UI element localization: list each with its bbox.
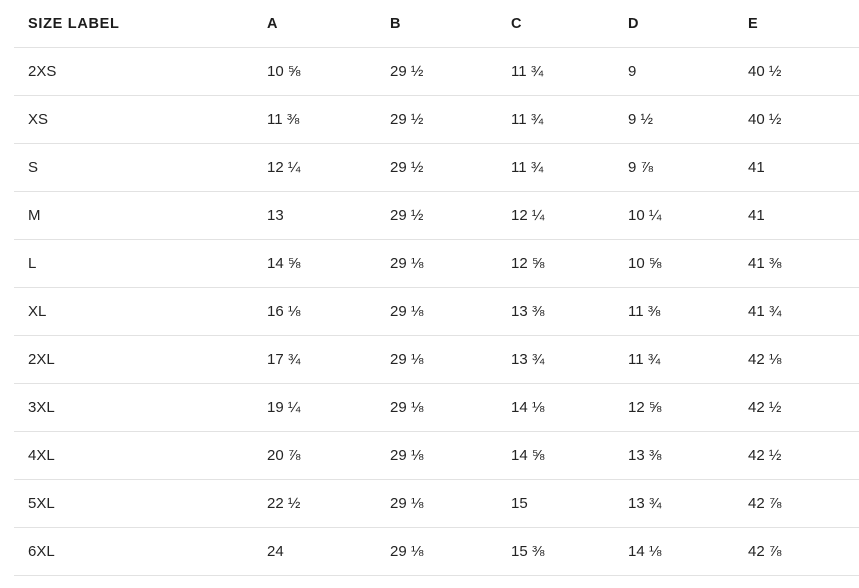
col-a-cell: 14 ⅝ (253, 239, 376, 288)
size-label-cell: XL (14, 287, 253, 336)
col-c-cell: 13 ⅜ (497, 287, 614, 336)
size-chart-header: SIZE LABEL A B C D E (14, 0, 859, 48)
col-d-cell: 14 ⅛ (614, 527, 734, 576)
size-label-cell: XS (14, 95, 253, 144)
col-a-cell: 17 ¾ (253, 335, 376, 384)
col-c-cell: 12 ¼ (497, 191, 614, 240)
col-c-cell: 11 ¾ (497, 47, 614, 96)
col-c-cell: 14 ⅝ (497, 431, 614, 480)
table-row: 2XS 10 ⅝ 29 ½ 11 ¾ 9 40 ½ (14, 47, 859, 96)
column-header-e: E (734, 0, 859, 48)
table-row: 5XL 22 ½ 29 ⅛ 15 13 ¾ 42 ⅞ (14, 479, 859, 528)
col-a-cell: 20 ⅞ (253, 431, 376, 480)
table-row: 2XL 17 ¾ 29 ⅛ 13 ¾ 11 ¾ 42 ⅛ (14, 335, 859, 384)
col-a-cell: 10 ⅝ (253, 47, 376, 96)
col-d-cell: 9 ½ (614, 95, 734, 144)
col-d-cell: 13 ¾ (614, 479, 734, 528)
col-b-cell: 29 ½ (376, 95, 497, 144)
col-c-cell: 15 ⅜ (497, 527, 614, 576)
col-d-cell: 10 ¼ (614, 191, 734, 240)
column-header-b: B (376, 0, 497, 48)
size-label-cell: L (14, 239, 253, 288)
size-chart-table: SIZE LABEL A B C D E 2XS 10 ⅝ 29 ½ 11 ¾ … (14, 0, 859, 576)
col-b-cell: 29 ½ (376, 143, 497, 192)
col-e-cell: 42 ⅞ (734, 527, 859, 576)
col-b-cell: 29 ⅛ (376, 479, 497, 528)
size-label-cell: 6XL (14, 527, 253, 576)
col-d-cell: 10 ⅝ (614, 239, 734, 288)
col-d-cell: 13 ⅜ (614, 431, 734, 480)
col-c-cell: 11 ¾ (497, 95, 614, 144)
col-a-cell: 12 ¼ (253, 143, 376, 192)
col-e-cell: 42 ⅛ (734, 335, 859, 384)
table-row: XL 16 ⅛ 29 ⅛ 13 ⅜ 11 ⅜ 41 ¾ (14, 287, 859, 336)
size-label-cell: 3XL (14, 383, 253, 432)
col-d-cell: 12 ⅝ (614, 383, 734, 432)
col-a-cell: 13 (253, 191, 376, 240)
col-b-cell: 29 ⅛ (376, 431, 497, 480)
size-label-cell: 2XS (14, 47, 253, 96)
size-label-cell: 4XL (14, 431, 253, 480)
table-row: S 12 ¼ 29 ½ 11 ¾ 9 ⅞ 41 (14, 143, 859, 192)
col-e-cell: 41 (734, 143, 859, 192)
col-a-cell: 11 ⅜ (253, 95, 376, 144)
col-a-cell: 19 ¼ (253, 383, 376, 432)
col-b-cell: 29 ⅛ (376, 239, 497, 288)
table-row: 4XL 20 ⅞ 29 ⅛ 14 ⅝ 13 ⅜ 42 ½ (14, 431, 859, 480)
table-row: M 13 29 ½ 12 ¼ 10 ¼ 41 (14, 191, 859, 240)
col-d-cell: 11 ⅜ (614, 287, 734, 336)
col-a-cell: 24 (253, 527, 376, 576)
table-row: L 14 ⅝ 29 ⅛ 12 ⅝ 10 ⅝ 41 ⅜ (14, 239, 859, 288)
col-d-cell: 11 ¾ (614, 335, 734, 384)
col-c-cell: 15 (497, 479, 614, 528)
col-a-cell: 22 ½ (253, 479, 376, 528)
size-label-cell: 2XL (14, 335, 253, 384)
column-header-size-label: SIZE LABEL (14, 0, 253, 48)
col-b-cell: 29 ⅛ (376, 383, 497, 432)
col-b-cell: 29 ⅛ (376, 527, 497, 576)
header-row: SIZE LABEL A B C D E (14, 0, 859, 48)
size-label-cell: M (14, 191, 253, 240)
column-header-c: C (497, 0, 614, 48)
col-b-cell: 29 ½ (376, 191, 497, 240)
col-e-cell: 41 ¾ (734, 287, 859, 336)
col-e-cell: 40 ½ (734, 47, 859, 96)
col-e-cell: 40 ½ (734, 95, 859, 144)
column-header-d: D (614, 0, 734, 48)
size-label-cell: S (14, 143, 253, 192)
col-a-cell: 16 ⅛ (253, 287, 376, 336)
table-row: XS 11 ⅜ 29 ½ 11 ¾ 9 ½ 40 ½ (14, 95, 859, 144)
col-b-cell: 29 ⅛ (376, 335, 497, 384)
size-chart-container: SIZE LABEL A B C D E 2XS 10 ⅝ 29 ½ 11 ¾ … (14, 0, 859, 576)
col-b-cell: 29 ½ (376, 47, 497, 96)
size-table-body: 2XS 10 ⅝ 29 ½ 11 ¾ 9 40 ½ XS 11 ⅜ 29 ½ 1… (14, 47, 859, 576)
col-e-cell: 42 ½ (734, 383, 859, 432)
col-c-cell: 14 ⅛ (497, 383, 614, 432)
col-c-cell: 13 ¾ (497, 335, 614, 384)
size-label-cell: 5XL (14, 479, 253, 528)
col-d-cell: 9 (614, 47, 734, 96)
table-row: 3XL 19 ¼ 29 ⅛ 14 ⅛ 12 ⅝ 42 ½ (14, 383, 859, 432)
col-e-cell: 41 ⅜ (734, 239, 859, 288)
col-c-cell: 11 ¾ (497, 143, 614, 192)
table-row: 6XL 24 29 ⅛ 15 ⅜ 14 ⅛ 42 ⅞ (14, 527, 859, 576)
col-e-cell: 41 (734, 191, 859, 240)
column-header-a: A (253, 0, 376, 48)
col-c-cell: 12 ⅝ (497, 239, 614, 288)
col-b-cell: 29 ⅛ (376, 287, 497, 336)
col-e-cell: 42 ⅞ (734, 479, 859, 528)
col-d-cell: 9 ⅞ (614, 143, 734, 192)
col-e-cell: 42 ½ (734, 431, 859, 480)
